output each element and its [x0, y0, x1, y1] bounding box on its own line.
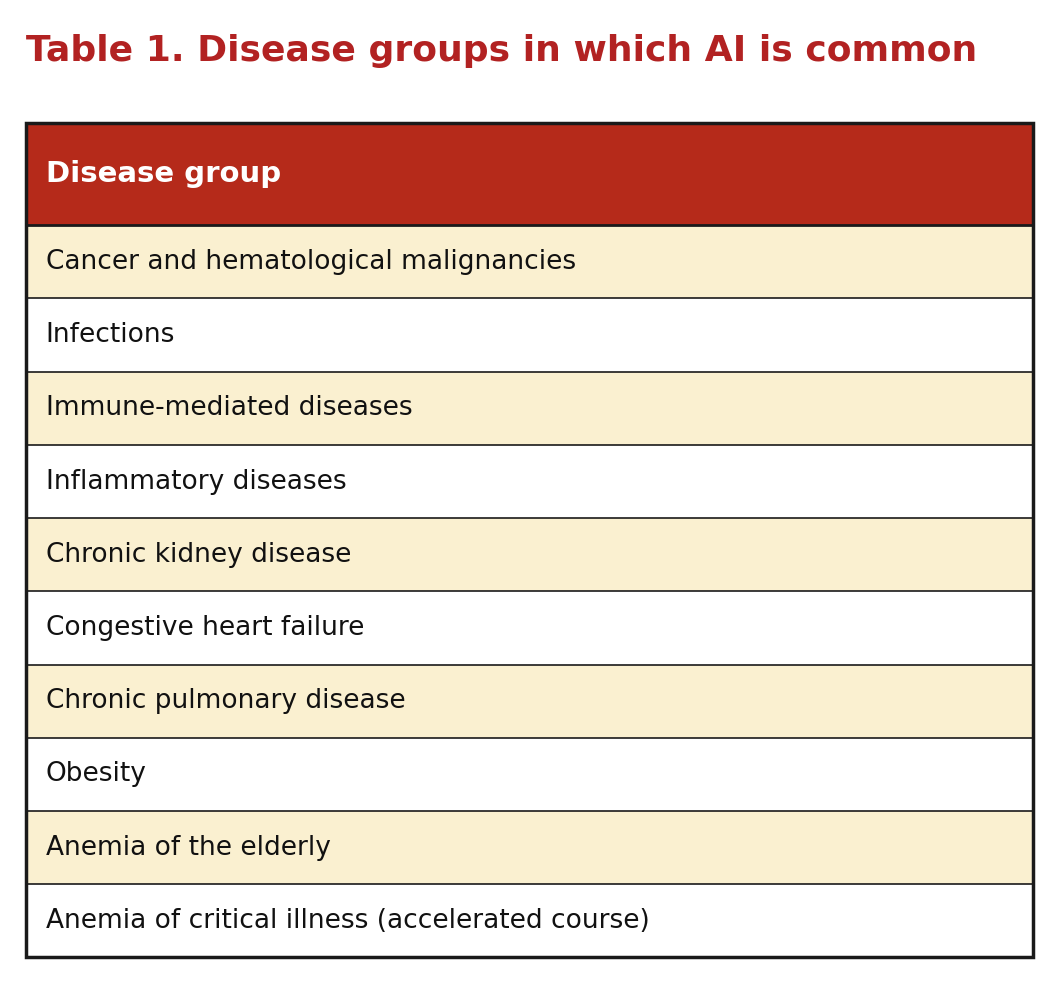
Text: Chronic kidney disease: Chronic kidney disease	[46, 542, 351, 568]
Text: Obesity: Obesity	[46, 761, 146, 788]
Bar	[26, 884, 1033, 957]
Text: Anemia of the elderly: Anemia of the elderly	[46, 835, 330, 860]
Bar	[26, 299, 1033, 372]
Text: Disease group: Disease group	[46, 160, 281, 188]
Bar	[26, 372, 1033, 445]
Text: Table 1. Disease groups in which AI is common: Table 1. Disease groups in which AI is c…	[26, 34, 977, 69]
Text: Immune-mediated diseases: Immune-mediated diseases	[46, 396, 412, 421]
Bar	[26, 737, 1033, 811]
Text: Infections: Infections	[46, 322, 175, 348]
Bar	[26, 591, 1033, 665]
Text: Congestive heart failure: Congestive heart failure	[46, 615, 364, 641]
Text: Chronic pulmonary disease: Chronic pulmonary disease	[46, 688, 406, 714]
Bar	[26, 445, 1033, 518]
Bar	[26, 225, 1033, 299]
Text: Cancer and hematological malignancies: Cancer and hematological malignancies	[46, 248, 576, 275]
Text: Anemia of critical illness (accelerated course): Anemia of critical illness (accelerated …	[46, 907, 649, 934]
Bar	[26, 518, 1033, 591]
Text: Inflammatory diseases: Inflammatory diseases	[46, 468, 346, 495]
Bar	[26, 665, 1033, 737]
Bar	[26, 811, 1033, 884]
